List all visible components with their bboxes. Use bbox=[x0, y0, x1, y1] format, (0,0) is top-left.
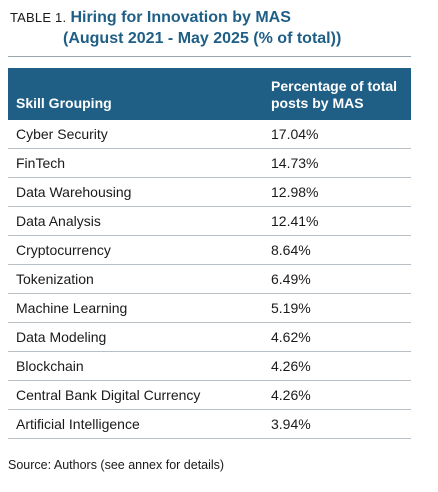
skill-cell: Data Analysis bbox=[8, 206, 262, 236]
percentage-cell: 6.49% bbox=[262, 264, 411, 294]
table-number-label: TABLE 1. bbox=[10, 10, 67, 25]
table-row: Data Warehousing 12.98% bbox=[8, 177, 411, 207]
table-row: Cryptocurrency 8.64% bbox=[8, 235, 411, 265]
table-row: Artificial Intelligence 3.94% bbox=[8, 409, 411, 439]
title-line-1: TABLE 1. Hiring for Innovation by MAS bbox=[10, 8, 430, 28]
title-main-text: Hiring for Innovation by MAS bbox=[70, 9, 291, 26]
percentage-cell: 4.62% bbox=[262, 322, 411, 352]
skill-cell: Tokenization bbox=[8, 264, 262, 294]
skill-cell: Blockchain bbox=[8, 351, 262, 381]
table-title: TABLE 1. Hiring for Innovation by MAS (A… bbox=[10, 8, 430, 50]
source-note: Source: Authors (see annex for details) bbox=[8, 458, 225, 472]
skill-cell: Cryptocurrency bbox=[8, 235, 262, 265]
skill-cell: Data Warehousing bbox=[8, 177, 262, 207]
table-row: Machine Learning 5.19% bbox=[8, 293, 411, 323]
hiring-table: Skill Grouping Percentage of total posts… bbox=[8, 68, 411, 439]
table-row: Data Modeling 4.62% bbox=[8, 322, 411, 352]
table-row: Tokenization 6.49% bbox=[8, 264, 411, 294]
skill-cell: FinTech bbox=[8, 148, 262, 178]
table-row: Data Analysis 12.41% bbox=[8, 206, 411, 236]
table-row: FinTech 14.73% bbox=[8, 148, 411, 178]
percentage-cell: 4.26% bbox=[262, 380, 411, 410]
percentage-cell: 12.98% bbox=[262, 177, 411, 207]
percentage-cell: 17.04% bbox=[262, 120, 411, 149]
header-percentage: Percentage of total posts by MAS bbox=[262, 68, 411, 120]
header-skill-grouping: Skill Grouping bbox=[8, 68, 262, 120]
table-row: Blockchain 4.26% bbox=[8, 351, 411, 381]
table-body: Cyber Security 17.04% FinTech 14.73% Data … bbox=[8, 120, 411, 439]
skill-cell: Artificial Intelligence bbox=[8, 409, 262, 439]
skill-cell: Machine Learning bbox=[8, 293, 262, 323]
table-row: Central Bank Digital Currency 4.26% bbox=[8, 380, 411, 410]
table-row: Cyber Security 17.04% bbox=[8, 120, 411, 149]
percentage-cell: 4.26% bbox=[262, 351, 411, 381]
skill-cell: Central Bank Digital Currency bbox=[8, 380, 262, 410]
percentage-cell: 5.19% bbox=[262, 293, 411, 323]
title-divider bbox=[8, 56, 411, 57]
percentage-cell: 8.64% bbox=[262, 235, 411, 265]
title-line-2: (August 2021 - May 2025 (% of total)) bbox=[63, 30, 342, 47]
skill-cell: Cyber Security bbox=[8, 120, 262, 149]
percentage-cell: 3.94% bbox=[262, 409, 411, 439]
table-header-row: Skill Grouping Percentage of total posts… bbox=[8, 68, 411, 120]
skill-cell: Data Modeling bbox=[8, 322, 262, 352]
percentage-cell: 12.41% bbox=[262, 206, 411, 236]
percentage-cell: 14.73% bbox=[262, 148, 411, 178]
